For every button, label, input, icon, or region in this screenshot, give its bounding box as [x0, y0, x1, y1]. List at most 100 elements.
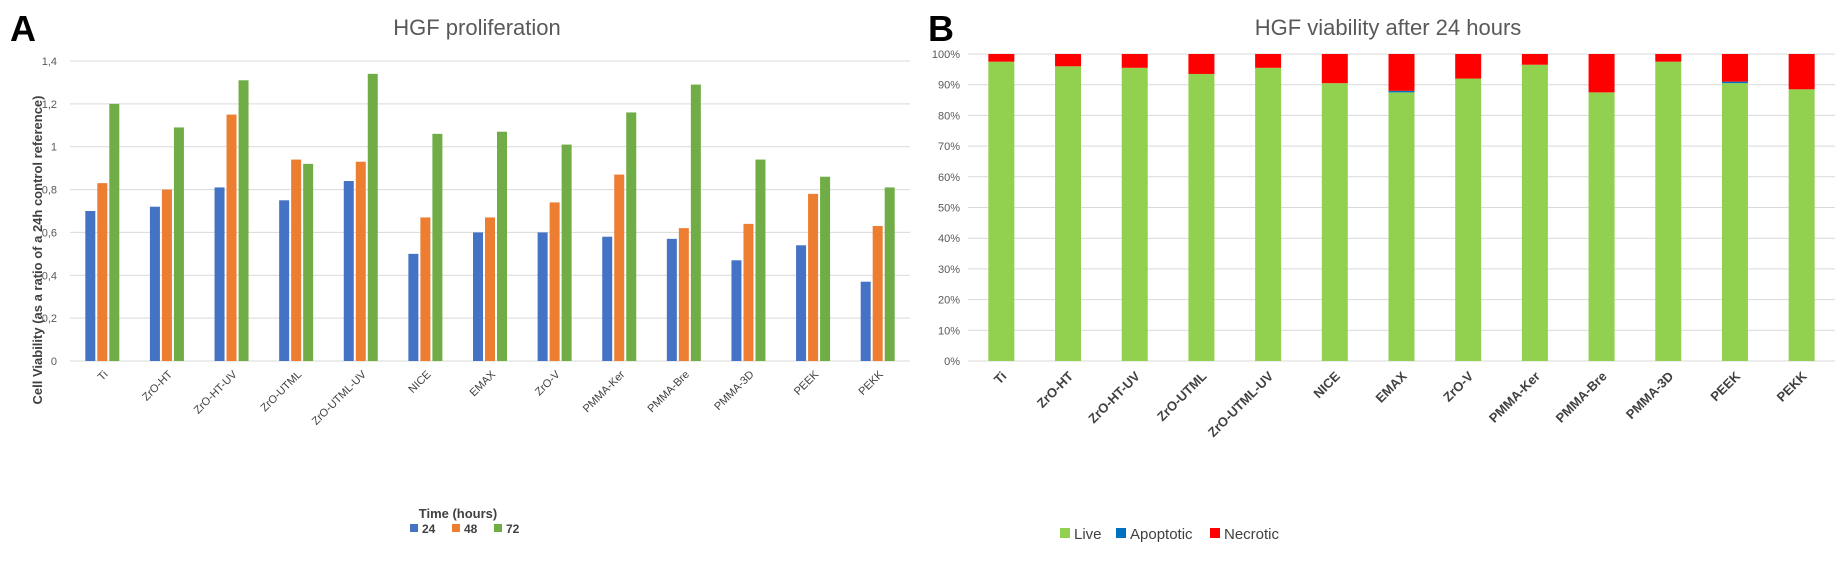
legend-swatch-apoptotic: [1116, 528, 1126, 538]
category-label: EMAX: [1372, 368, 1409, 405]
category-label: ZrO-HT-UV: [1085, 368, 1143, 426]
panel-letter-a: A: [10, 8, 36, 49]
bar-pmma-ker-72h: [626, 112, 637, 361]
y-tick-label: 10%: [938, 325, 960, 337]
bar-emax-apoptotic: [1388, 90, 1415, 93]
bar-zro-utml-uv-live: [1255, 67, 1282, 361]
bar-ti-48h: [97, 183, 108, 361]
bar-pmma-ker-live: [1521, 64, 1548, 362]
bar-pmma-ker-necrotic: [1521, 54, 1548, 65]
legend-swatch-live: [1060, 528, 1070, 538]
category-label: Ti: [96, 369, 111, 384]
category-label: ZrO-HT: [140, 368, 175, 403]
y-tick-label: 40%: [938, 233, 960, 245]
category-label: PMMA-3D: [712, 369, 756, 413]
category-label: PEKK: [1774, 368, 1811, 405]
category-label: ZrO-HT-UV: [192, 368, 240, 416]
y-tick-label: 0,4: [42, 270, 57, 282]
y-tick-label: 90%: [938, 80, 960, 92]
bar-ti-live: [988, 61, 1015, 362]
y-tick-label: 70%: [938, 141, 960, 153]
bar-nice-48h: [420, 217, 431, 361]
bar-pekk-48h: [872, 226, 883, 361]
bar-zro-utml-uv-48h: [355, 161, 366, 361]
legend-label-24: 24: [422, 522, 436, 536]
bar-zro-ht-uv-necrotic: [1121, 54, 1148, 68]
bar-pmma-bre-necrotic: [1588, 54, 1615, 93]
bar-pmma-3d-72h: [755, 159, 766, 361]
bar-pmma-3d-24h: [731, 260, 742, 361]
y-tick-label: 20%: [938, 295, 960, 307]
category-label: PMMA-Bre: [645, 369, 692, 416]
bar-peek-apoptotic: [1721, 81, 1748, 84]
y-tick-label: 1,4: [42, 56, 57, 68]
legend-title: Time (hours): [419, 506, 498, 521]
category-label: PEEK: [1707, 368, 1743, 404]
category-label: PMMA-Ker: [581, 368, 628, 415]
bar-pmma-3d-48h: [743, 223, 754, 361]
panel-b-viability: B HGF viability after 24 hours 0% 10% 20% 3…: [920, 0, 1843, 561]
legend-label-apoptotic: Apoptotic: [1130, 526, 1193, 543]
bar-peek-48h: [808, 193, 819, 361]
bar-pmma-ker-48h: [614, 174, 625, 361]
bar-zro-v-24h: [537, 232, 548, 361]
legend-swatch-48: [452, 524, 460, 532]
bar-zro-utml-48h: [291, 159, 302, 361]
y-tick-label: 60%: [938, 172, 960, 184]
bar-zro-ht-72h: [173, 127, 184, 361]
legend-label-live: Live: [1074, 526, 1102, 543]
chart-title: HGF proliferation: [393, 15, 561, 40]
y-tick-label: 0,2: [42, 313, 57, 325]
bar-zro-utml-live: [1188, 73, 1215, 361]
bar-peek-72h: [820, 176, 831, 361]
y-tick-label: 80%: [938, 110, 960, 122]
legend-swatch-24: [410, 524, 418, 532]
category-label: ZrO-UTML: [259, 369, 305, 415]
bar-zro-utml-uv-necrotic: [1255, 54, 1282, 68]
bar-zro-ht-uv-24h: [214, 187, 225, 361]
bar-zro-ht-live: [1055, 66, 1082, 361]
bar-zro-ht-necrotic: [1055, 54, 1082, 67]
legend: Live Apoptotic Necrotic: [1060, 526, 1280, 543]
y-tick-label: 1,2: [42, 99, 57, 111]
category-label: ZrO-V: [533, 368, 563, 398]
category-label: ZrO-UTML: [1154, 368, 1210, 424]
bar-pmma-bre-24h: [666, 238, 677, 361]
bar-pmma-3d-live: [1655, 61, 1682, 362]
bar-pekk-necrotic: [1788, 54, 1815, 90]
bar-ti-24h: [85, 211, 96, 361]
legend-label-necrotic: Necrotic: [1224, 526, 1280, 543]
bar-zro-ht-uv-48h: [226, 114, 237, 361]
category-label: ZrO-HT: [1034, 368, 1076, 410]
legend-label-48: 48: [464, 522, 478, 536]
y-tick-label: 30%: [938, 264, 960, 276]
bar-ti-necrotic: [988, 54, 1015, 62]
category-label: ZrO-V: [1440, 368, 1476, 404]
y-tick-labels: 0% 10% 20% 30% 40% 50% 60% 70% 80% 90% 100%: [932, 49, 960, 368]
y-tick-label: 1: [51, 142, 57, 154]
bar-peek-24h: [796, 245, 807, 361]
bar-emax-necrotic: [1388, 54, 1415, 91]
legend-swatch-necrotic: [1210, 528, 1220, 538]
proliferation-chart: HGF proliferation Cell Viability (as a r…: [30, 15, 910, 536]
stacked-bar-group: [988, 54, 1815, 362]
category-label: PMMA-Ker: [1486, 369, 1543, 426]
y-tick-label: 0,8: [42, 185, 57, 197]
y-tick-label: 50%: [938, 203, 960, 215]
bar-zro-v-necrotic: [1455, 54, 1482, 79]
bar-nice-72h: [432, 133, 443, 361]
bar-peek-live: [1721, 83, 1748, 361]
y-tick-label: 0,6: [42, 227, 57, 239]
bar-nice-24h: [408, 253, 419, 361]
category-label: EMAX: [468, 368, 499, 399]
bar-pmma-bre-72h: [690, 84, 701, 362]
bar-zro-ht-uv-live: [1121, 67, 1148, 361]
y-tick-labels: 0 0,2 0,4 0,6 0,8 1 1,2 1,4: [42, 56, 57, 368]
bar-pmma-bre-live: [1588, 92, 1615, 361]
viability-chart: HGF viability after 24 hours 0% 10% 20% 30%…: [932, 15, 1835, 543]
bar-zro-utml-uv-72h: [367, 73, 378, 361]
category-label: PMMA-Bre: [1553, 369, 1610, 426]
bar-emax-48h: [485, 217, 495, 361]
chart-title: HGF viability after 24 hours: [1255, 15, 1522, 40]
